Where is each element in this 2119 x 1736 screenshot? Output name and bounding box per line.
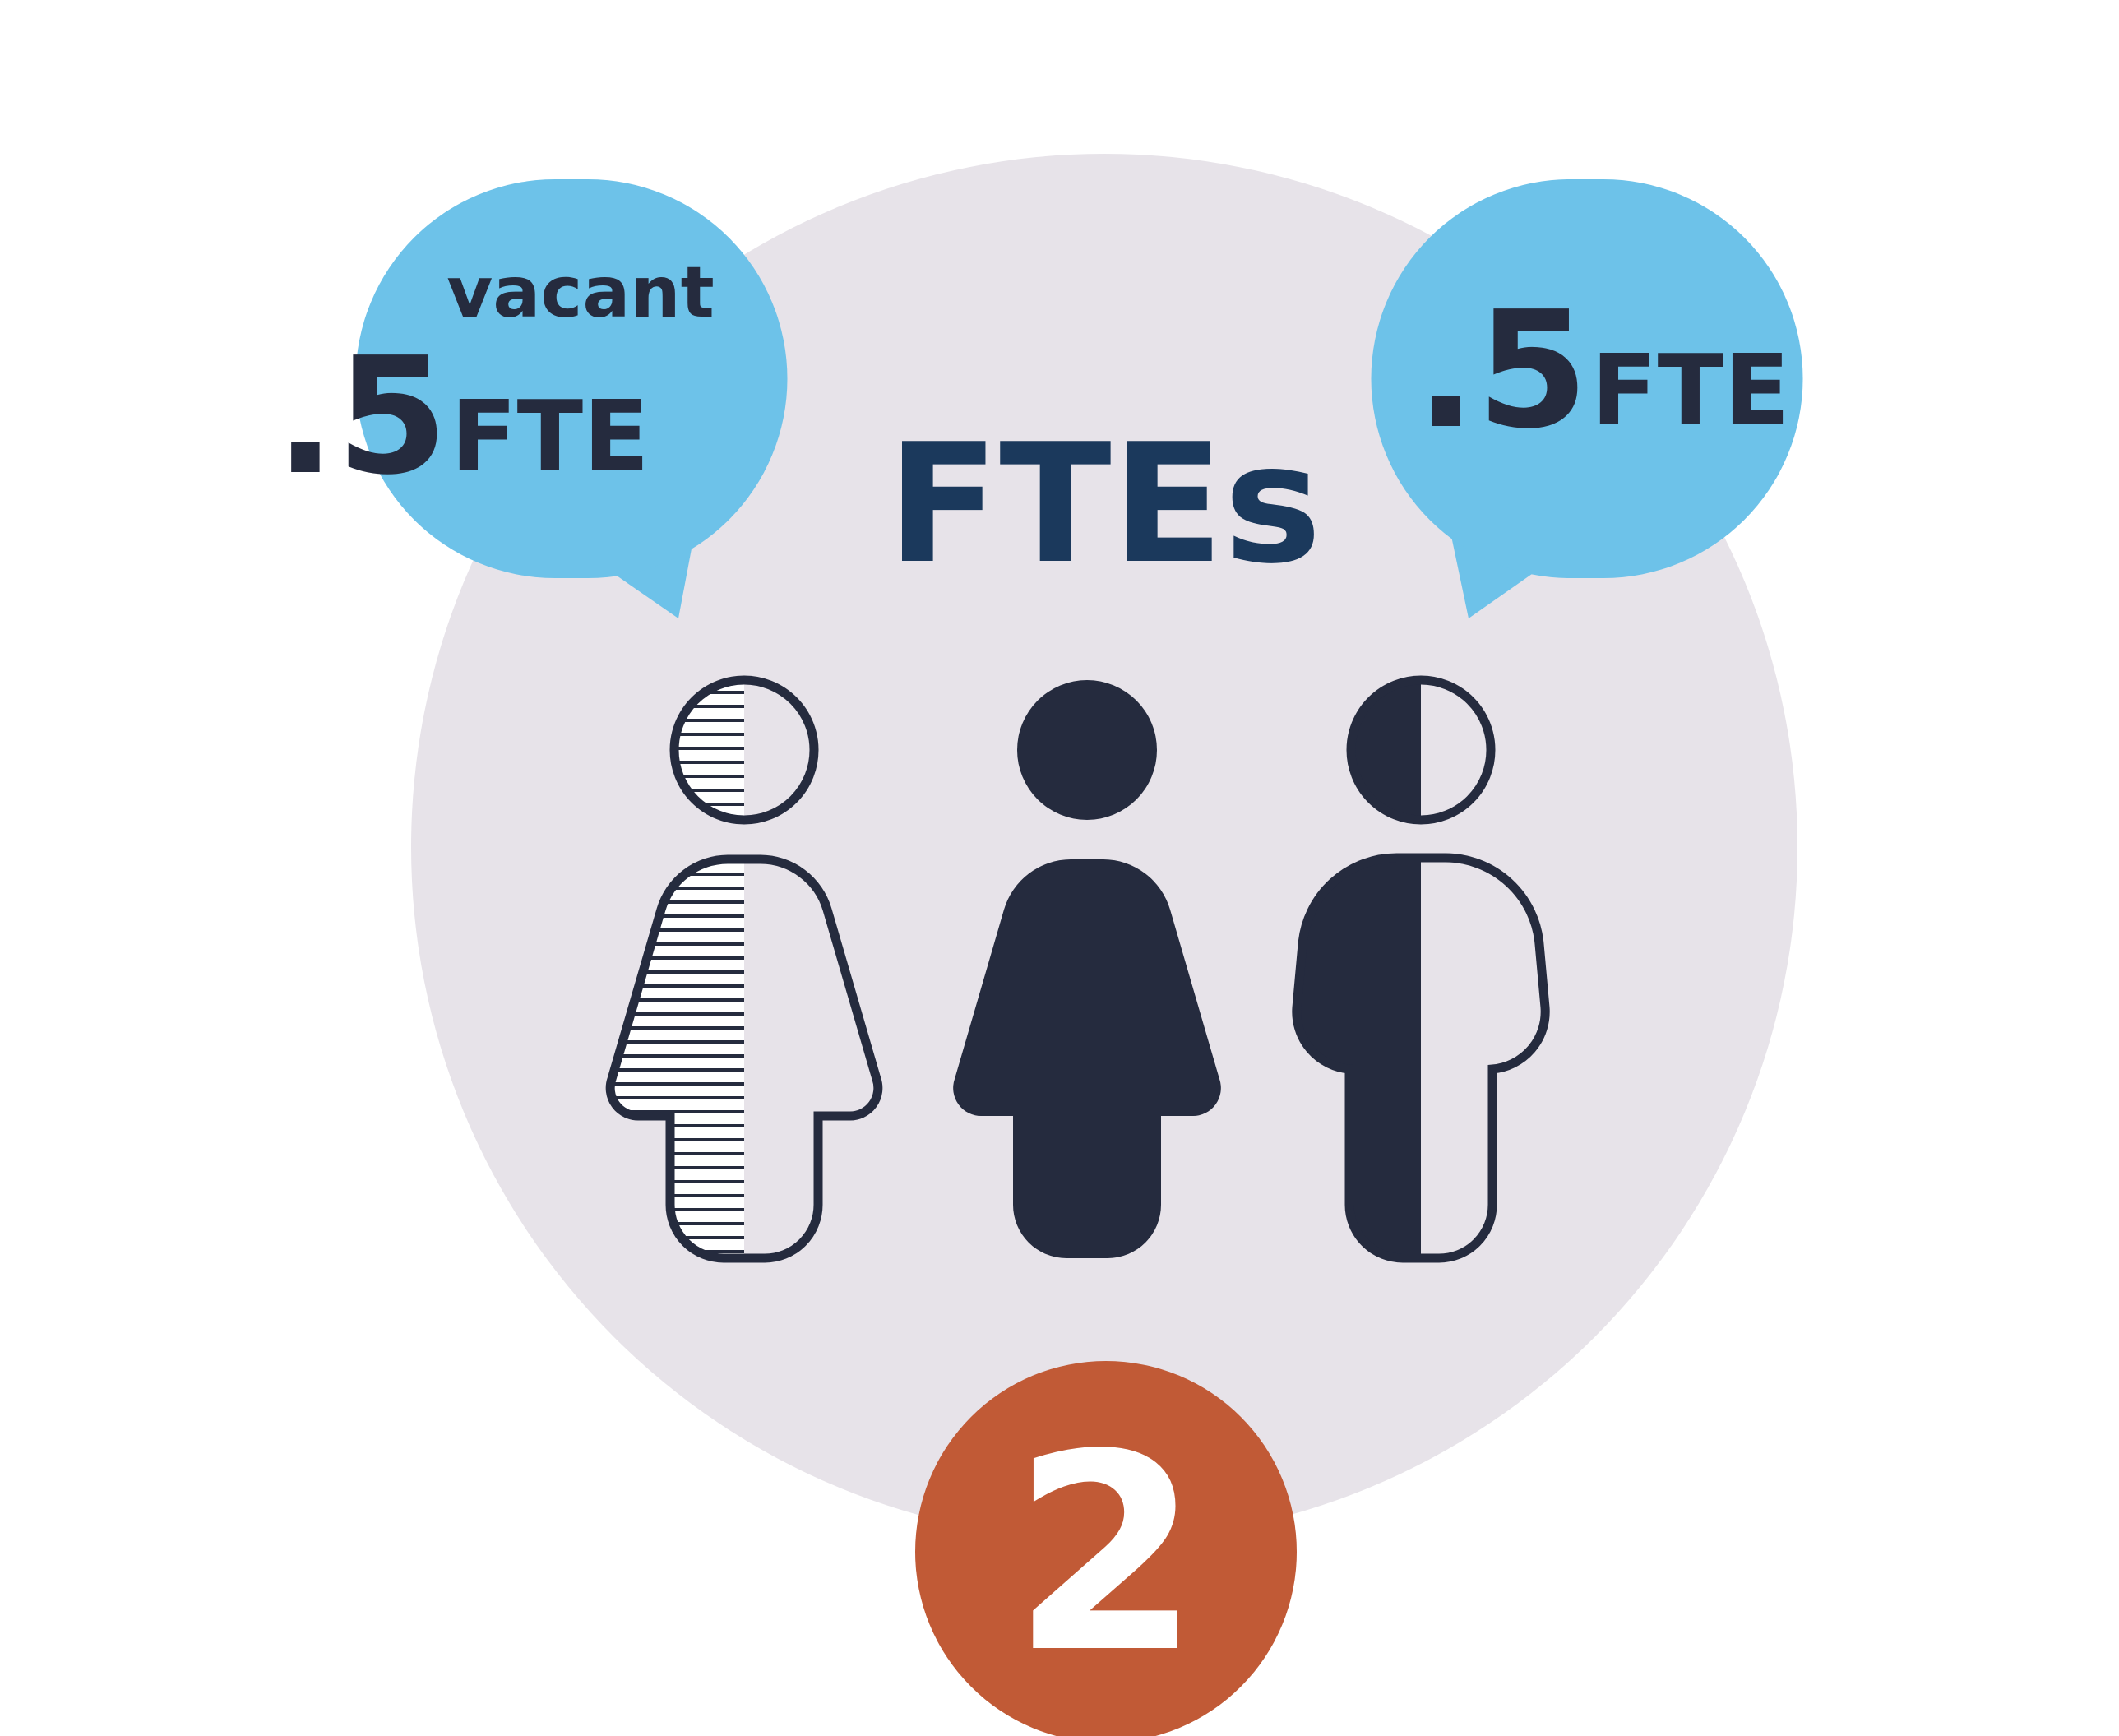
person-head <box>1017 680 1157 820</box>
speech-bubble-filled: .5 FTE <box>1371 179 1803 618</box>
speech-bubble-vacant: vacant .5 FTE <box>275 179 788 618</box>
person-figure-half <box>1292 675 1550 1263</box>
badge-circle <box>915 1361 1297 1736</box>
speech-bubble-tail <box>617 544 692 618</box>
bubble-amount-group: .5 FTE <box>1415 277 1790 465</box>
fte-amount: .5 <box>275 323 448 511</box>
person-body <box>953 859 1221 1258</box>
fte-unit: FTE <box>1591 333 1790 447</box>
person-body <box>605 854 883 1263</box>
person-body <box>1292 853 1550 1263</box>
person-head <box>669 675 819 825</box>
count-badge: 2 <box>915 1361 1297 1736</box>
fte-amount: .5 <box>1415 277 1589 465</box>
fte-unit: FTE <box>451 379 650 493</box>
badge-number: 2 <box>1011 1396 1201 1712</box>
speech-bubble-body <box>355 179 788 578</box>
person-figure-filled <box>953 680 1221 1258</box>
speech-bubble-body <box>1371 179 1803 578</box>
diagram-title: FTEs <box>887 409 1322 600</box>
speech-bubble-tail <box>1451 536 1532 618</box>
person-figure-vacant <box>605 675 883 1263</box>
vacant-label: vacant <box>446 252 714 334</box>
bubble-amount-group: .5 FTE <box>275 323 650 511</box>
person-head <box>1346 675 1496 825</box>
